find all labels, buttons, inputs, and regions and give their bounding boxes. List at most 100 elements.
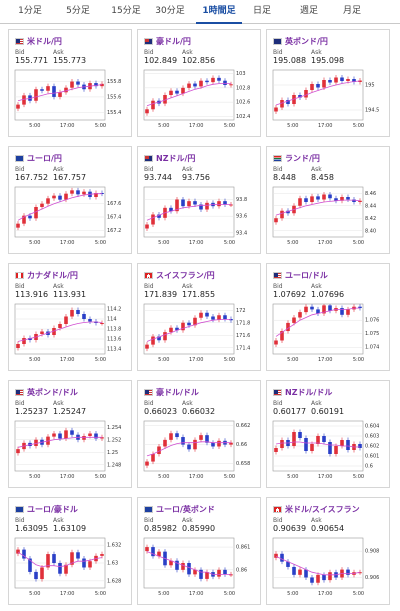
candle xyxy=(217,315,221,320)
candle xyxy=(82,558,86,568)
rate-card[interactable]: 米ドル/円 Bid Ask 155.771 155.773 155.8 155.6 155.4… xyxy=(8,29,132,137)
candle xyxy=(187,201,191,207)
currency-pair[interactable]: ユーロ/豪ドル xyxy=(15,503,78,515)
candle xyxy=(286,210,290,214)
rate-card[interactable]: 豪ドル/円 Bid Ask 102.849 102.856 103 102.8 102.6 10… xyxy=(137,29,261,137)
price-chart: 167.6 167.4 167.2 5:00 17:00 5:00 xyxy=(14,186,127,249)
currency-pair-label[interactable]: 米ドル/円 xyxy=(27,36,62,46)
currency-pair-label[interactable]: ランド/円 xyxy=(285,153,320,163)
currency-pair-label[interactable]: スイスフラン/円 xyxy=(156,270,215,280)
currency-pair[interactable]: NZドル/ドル xyxy=(273,386,332,398)
ask-label: Ask xyxy=(311,517,322,524)
candle xyxy=(34,89,38,101)
tab-6[interactable]: 日足 xyxy=(252,6,271,16)
tab-2[interactable]: 5分足 xyxy=(66,6,90,16)
currency-pair[interactable]: ユーロ/ドル xyxy=(273,269,328,281)
currency-pair[interactable]: カナダドル/円 xyxy=(15,269,78,281)
y-tick-label: 113.6 xyxy=(107,337,121,343)
moving-average-line xyxy=(275,556,361,576)
candle xyxy=(358,306,362,309)
candle xyxy=(58,433,62,439)
currency-pair-label[interactable]: 米ドル/スイスフラン xyxy=(285,504,360,514)
candle xyxy=(94,83,98,87)
x-tick-label: 5:00 xyxy=(158,240,169,246)
tab-5[interactable]: 1時間足 xyxy=(196,0,242,24)
currency-pair-label[interactable]: ユーロ/円 xyxy=(27,153,62,163)
currency-pair[interactable]: 英ポンド/ドル xyxy=(15,386,78,398)
candle xyxy=(280,210,284,219)
tab-8[interactable]: 月足 xyxy=(342,6,361,16)
candle xyxy=(334,446,338,454)
rate-card[interactable]: ユーロ/ドル Bid Ask 1.07692 1.07696 1.076 1.075 1.07… xyxy=(266,263,390,371)
rate-card[interactable]: NZドル/ドル Bid Ask 0.60177 0.60191 0.604 0.603 0.6… xyxy=(266,380,390,488)
moving-average-line xyxy=(17,193,102,221)
ask-label: Ask xyxy=(53,400,64,407)
rate-card[interactable]: 米ドル/スイスフラン Bid Ask 0.90639 0.90654 0.908 0.906… xyxy=(266,497,390,605)
candle xyxy=(22,215,26,224)
rate-card[interactable]: スイスフラン/円 Bid Ask 171.839 171.855 172 171.8 171.… xyxy=(137,263,261,371)
y-tick-label: 155.8 xyxy=(107,79,121,85)
y-tick-label: 1.075 xyxy=(365,331,379,337)
currency-pair[interactable]: ユーロ/英ポンド xyxy=(144,503,215,515)
rate-card[interactable]: ユーロ/円 Bid Ask 167.752 167.757 167.6 167.4 167.2… xyxy=(8,146,132,254)
candle xyxy=(310,306,314,310)
currency-pair-label[interactable]: 英ポンド/ドル xyxy=(27,387,78,397)
currency-pair[interactable]: ランド/円 xyxy=(273,152,320,164)
currency-pair-label[interactable]: ユーロ/豪ドル xyxy=(27,504,78,514)
x-tick-label: 5:00 xyxy=(224,357,235,363)
candle xyxy=(229,574,233,576)
tab-7[interactable]: 週足 xyxy=(299,6,318,16)
rate-card[interactable]: NZドル/円 Bid Ask 93.744 93.756 93.8 93.6 93.4 5:00… xyxy=(137,146,261,254)
currency-pair-label[interactable]: 英ポンド/円 xyxy=(285,36,328,46)
currency-pair[interactable]: 豪ドル/円 xyxy=(144,35,191,47)
rate-card[interactable]: ランド/円 Bid Ask 8.448 8.458 8.46 8.44 8.42 8.40 5:0… xyxy=(266,146,390,254)
candle xyxy=(28,215,32,219)
candle xyxy=(346,197,350,200)
candle xyxy=(52,86,56,97)
currency-pair[interactable]: ユーロ/円 xyxy=(15,152,62,164)
rate-card[interactable]: ユーロ/英ポンド Bid Ask 0.85982 0.85990 0.861 0.86 5:0… xyxy=(137,497,261,605)
currency-pair[interactable]: 豪ドル/ドル xyxy=(144,386,199,398)
ask-label: Ask xyxy=(182,517,193,524)
x-tick-label: 5:00 xyxy=(158,123,169,129)
candle xyxy=(316,309,320,314)
moving-average-line xyxy=(275,441,360,448)
currency-pair-label[interactable]: 豪ドル/円 xyxy=(156,36,191,46)
currency-pair[interactable]: 米ドル/スイスフラン xyxy=(273,503,360,515)
y-tick-label: 103 xyxy=(236,71,246,77)
currency-pair-label[interactable]: ユーロ/英ポンド xyxy=(156,504,215,514)
rate-card[interactable]: ユーロ/豪ドル Bid Ask 1.63095 1.63109 1.632 1.63 1.62… xyxy=(8,497,132,605)
y-tick-label: 0.602 xyxy=(365,444,379,450)
price-chart: 1.632 1.63 1.628 5:00 17:00 5:00 xyxy=(14,537,127,600)
moving-average-line xyxy=(146,319,231,342)
rate-card[interactable]: カナダドル/円 Bid Ask 113.916 113.931 114.2 114 113.8… xyxy=(8,263,132,371)
ca-flag-icon xyxy=(15,271,24,279)
currency-pair-label[interactable]: ユーロ/ドル xyxy=(285,270,328,280)
candle xyxy=(76,310,80,314)
x-tick-label: 5:00 xyxy=(95,474,106,480)
ask-label: Ask xyxy=(182,166,193,173)
currency-pair-label[interactable]: NZドル/ドル xyxy=(285,387,333,397)
candle xyxy=(340,440,344,446)
tab-4[interactable]: 30分足 xyxy=(155,6,185,16)
currency-pair[interactable]: 米ドル/円 xyxy=(15,35,62,47)
currency-pair-label[interactable]: 豪ドル/ドル xyxy=(156,387,199,397)
candle xyxy=(316,84,320,88)
rate-card[interactable]: 豪ドル/ドル Bid Ask 0.66023 0.66032 0.662 0.66 0.658… xyxy=(137,380,261,488)
rate-card[interactable]: 英ポンド/円 Bid Ask 195.088 195.098 195 194.5 5:00 17… xyxy=(266,29,390,137)
candle xyxy=(193,439,197,450)
y-tick-label: 113.4 xyxy=(107,347,121,353)
candle xyxy=(223,80,227,85)
tab-3[interactable]: 15分足 xyxy=(111,6,141,16)
currency-pair-label[interactable]: NZドル/円 xyxy=(156,153,196,163)
currency-pair[interactable]: NZドル/円 xyxy=(144,152,195,164)
rate-card[interactable]: 英ポンド/ドル Bid Ask 1.25237 1.25247 1.254 1.252 1.2… xyxy=(8,380,132,488)
x-tick-label: 5:00 xyxy=(29,591,40,597)
candle xyxy=(322,436,326,442)
currency-pair-label[interactable]: カナダドル/円 xyxy=(27,270,78,280)
tab-1[interactable]: 1分足 xyxy=(18,6,42,16)
candle xyxy=(22,95,26,105)
currency-pair[interactable]: スイスフラン/円 xyxy=(144,269,215,281)
candle xyxy=(151,547,155,557)
currency-pair[interactable]: 英ポンド/円 xyxy=(273,35,328,47)
